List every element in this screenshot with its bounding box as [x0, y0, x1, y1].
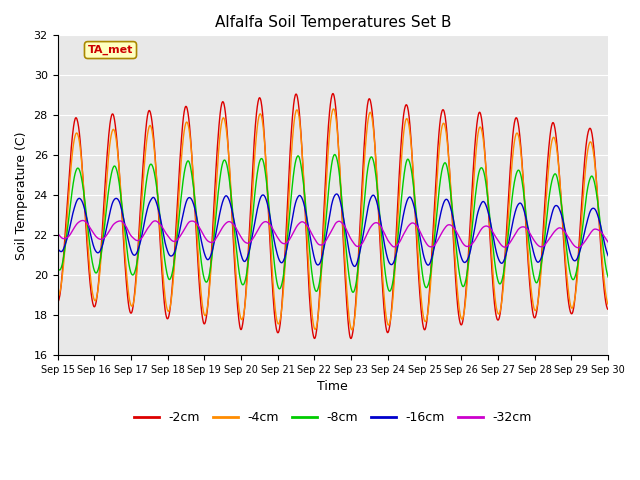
-4cm — [330, 106, 337, 112]
Line: -4cm: -4cm — [58, 109, 608, 330]
Line: -8cm: -8cm — [58, 155, 608, 292]
-16cm — [351, 264, 358, 269]
-8cm — [491, 261, 499, 266]
-32cm — [419, 234, 426, 240]
-32cm — [79, 217, 86, 223]
Text: TA_met: TA_met — [88, 45, 133, 55]
-32cm — [54, 230, 61, 236]
-8cm — [331, 152, 339, 157]
-8cm — [419, 275, 427, 280]
-32cm — [163, 232, 171, 238]
-16cm — [419, 250, 427, 256]
-4cm — [540, 236, 547, 241]
-16cm — [491, 242, 499, 248]
Line: -32cm: -32cm — [58, 220, 608, 248]
-16cm — [163, 245, 170, 251]
-8cm — [349, 289, 356, 295]
-8cm — [54, 264, 61, 270]
-4cm — [348, 327, 356, 333]
-2cm — [604, 307, 612, 312]
-16cm — [333, 191, 340, 197]
-32cm — [238, 236, 246, 241]
-2cm — [54, 299, 61, 305]
-32cm — [604, 239, 612, 245]
-16cm — [540, 249, 547, 254]
-4cm — [491, 293, 499, 299]
-2cm — [163, 314, 170, 320]
Title: Alfalfa Soil Temperatures Set B: Alfalfa Soil Temperatures Set B — [214, 15, 451, 30]
-4cm — [604, 301, 612, 307]
-16cm — [604, 253, 612, 259]
-2cm — [419, 322, 427, 328]
Line: -16cm: -16cm — [58, 194, 608, 266]
-8cm — [237, 280, 245, 286]
Legend: -2cm, -4cm, -8cm, -16cm, -32cm: -2cm, -4cm, -8cm, -16cm, -32cm — [129, 406, 537, 429]
-32cm — [177, 233, 184, 239]
Line: -2cm: -2cm — [58, 94, 608, 338]
-2cm — [491, 304, 499, 310]
-32cm — [540, 243, 547, 249]
-2cm — [329, 91, 337, 96]
-16cm — [176, 226, 184, 232]
-8cm — [604, 274, 612, 280]
-4cm — [176, 177, 184, 182]
Y-axis label: Soil Temperature (C): Soil Temperature (C) — [15, 131, 28, 260]
-2cm — [237, 326, 245, 332]
X-axis label: Time: Time — [317, 381, 348, 394]
-4cm — [54, 292, 61, 298]
-4cm — [237, 317, 245, 323]
-16cm — [54, 245, 61, 251]
-8cm — [540, 246, 547, 252]
-2cm — [540, 223, 547, 229]
-4cm — [163, 304, 170, 310]
-16cm — [237, 253, 245, 259]
-8cm — [176, 205, 184, 211]
-32cm — [491, 232, 499, 238]
-2cm — [176, 157, 184, 163]
-8cm — [163, 269, 170, 275]
-32cm — [574, 245, 582, 251]
-2cm — [347, 336, 355, 341]
-4cm — [419, 311, 427, 317]
